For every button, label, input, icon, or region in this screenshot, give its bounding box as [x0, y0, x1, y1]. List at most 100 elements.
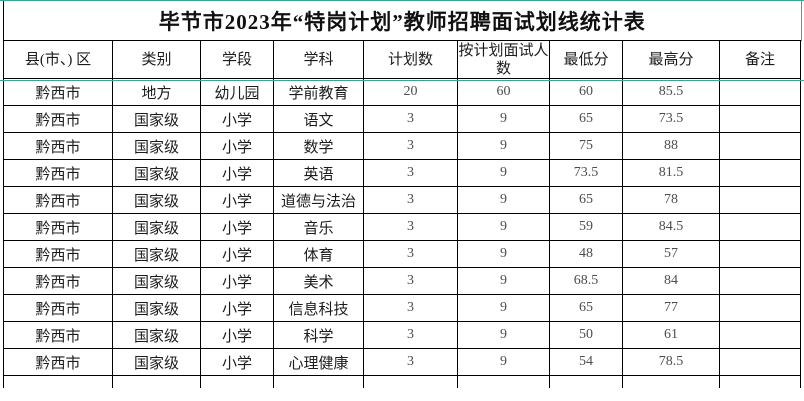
table-cell[interactable]: 黔西市: [3, 321, 113, 349]
table-cell[interactable]: 黔西市: [3, 105, 113, 133]
table-cell[interactable]: 3: [363, 186, 458, 214]
table-cell[interactable]: 国家级: [112, 213, 201, 241]
header-cell[interactable]: 按计划面试人数: [457, 40, 550, 79]
table-cell[interactable]: 学前教育: [273, 78, 364, 106]
table-cell[interactable]: 黔西市: [3, 132, 113, 160]
table-cell[interactable]: 85.5: [622, 78, 720, 106]
table-cell[interactable]: 国家级: [112, 240, 201, 268]
table-cell[interactable]: 信息科技: [273, 294, 364, 322]
table-cell[interactable]: 75: [549, 132, 623, 160]
table-cell[interactable]: [273, 375, 364, 388]
table-cell[interactable]: [457, 375, 550, 388]
table-cell[interactable]: 9: [457, 105, 550, 133]
table-cell[interactable]: 84: [622, 267, 720, 295]
table-cell[interactable]: [622, 375, 720, 388]
table-cell[interactable]: 国家级: [112, 267, 201, 295]
table-cell[interactable]: [549, 375, 623, 388]
table-cell[interactable]: 黔西市: [3, 348, 113, 376]
table-cell[interactable]: 小学: [200, 132, 274, 160]
header-cell[interactable]: 学段: [200, 40, 274, 79]
table-cell[interactable]: 小学: [200, 159, 274, 187]
header-cell[interactable]: 学科: [273, 40, 364, 79]
table-cell[interactable]: 国家级: [112, 348, 201, 376]
header-cell[interactable]: 备注: [718, 40, 802, 79]
table-cell[interactable]: 3: [363, 240, 458, 268]
table-cell[interactable]: 9: [457, 240, 550, 268]
table-cell[interactable]: 88: [622, 132, 720, 160]
table-cell[interactable]: 9: [457, 159, 550, 187]
table-cell[interactable]: 小学: [200, 267, 274, 295]
table-cell[interactable]: [718, 348, 802, 376]
table-cell[interactable]: 小学: [200, 240, 274, 268]
table-cell[interactable]: 9: [457, 267, 550, 295]
table-cell[interactable]: 73.5: [549, 159, 623, 187]
table-cell[interactable]: 9: [457, 294, 550, 322]
table-cell[interactable]: 音乐: [273, 213, 364, 241]
table-cell[interactable]: 小学: [200, 321, 274, 349]
table-cell[interactable]: 黔西市: [3, 78, 113, 106]
table-cell[interactable]: 3: [363, 105, 458, 133]
table-cell[interactable]: 3: [363, 132, 458, 160]
table-cell[interactable]: 57: [622, 240, 720, 268]
table-cell[interactable]: 国家级: [112, 159, 201, 187]
table-cell[interactable]: 59: [549, 213, 623, 241]
table-cell[interactable]: 道德与法治: [273, 186, 364, 214]
table-cell[interactable]: 78.5: [622, 348, 720, 376]
table-cell[interactable]: 3: [363, 159, 458, 187]
table-cell[interactable]: [718, 132, 802, 160]
table-cell[interactable]: 65: [549, 186, 623, 214]
table-cell[interactable]: 小学: [200, 348, 274, 376]
table-cell[interactable]: 60: [549, 78, 623, 106]
table-cell[interactable]: 数学: [273, 132, 364, 160]
table-cell[interactable]: [718, 375, 802, 388]
table-cell[interactable]: 3: [363, 213, 458, 241]
table-cell[interactable]: 语文: [273, 105, 364, 133]
table-cell[interactable]: 77: [622, 294, 720, 322]
table-cell[interactable]: 黔西市: [3, 267, 113, 295]
table-cell[interactable]: 国家级: [112, 321, 201, 349]
table-cell[interactable]: [718, 105, 802, 133]
header-cell[interactable]: 最低分: [549, 40, 623, 79]
table-cell[interactable]: [718, 240, 802, 268]
table-cell[interactable]: 84.5: [622, 213, 720, 241]
table-cell[interactable]: 61: [622, 321, 720, 349]
table-cell[interactable]: 81.5: [622, 159, 720, 187]
table-cell[interactable]: [200, 375, 274, 388]
table-cell[interactable]: 国家级: [112, 132, 201, 160]
table-cell[interactable]: [718, 267, 802, 295]
table-cell[interactable]: 小学: [200, 186, 274, 214]
header-cell[interactable]: 类别: [112, 40, 201, 79]
header-cell[interactable]: 计划数: [363, 40, 458, 79]
table-cell[interactable]: 65: [549, 105, 623, 133]
table-cell[interactable]: 60: [457, 78, 550, 106]
table-cell[interactable]: [363, 375, 458, 388]
table-cell[interactable]: 幼儿园: [200, 78, 274, 106]
table-cell[interactable]: 黔西市: [3, 186, 113, 214]
table-cell[interactable]: [718, 186, 802, 214]
table-cell[interactable]: 英语: [273, 159, 364, 187]
header-cell[interactable]: 县(市、) 区: [3, 40, 113, 79]
table-cell[interactable]: 3: [363, 294, 458, 322]
table-cell[interactable]: 65: [549, 294, 623, 322]
table-cell[interactable]: 黔西市: [3, 294, 113, 322]
table-cell[interactable]: 国家级: [112, 294, 201, 322]
table-cell[interactable]: 9: [457, 132, 550, 160]
table-cell[interactable]: 科学: [273, 321, 364, 349]
table-cell[interactable]: 国家级: [112, 105, 201, 133]
table-cell[interactable]: 48: [549, 240, 623, 268]
table-cell[interactable]: 小学: [200, 213, 274, 241]
table-cell[interactable]: [718, 78, 802, 106]
table-cell[interactable]: 20: [363, 78, 458, 106]
table-cell[interactable]: [112, 375, 201, 388]
table-cell[interactable]: 3: [363, 348, 458, 376]
table-cell[interactable]: 3: [363, 267, 458, 295]
table-cell[interactable]: 3: [363, 321, 458, 349]
table-cell[interactable]: [718, 294, 802, 322]
header-cell[interactable]: 最高分: [622, 40, 720, 79]
table-cell[interactable]: 黔西市: [3, 213, 113, 241]
table-cell[interactable]: 9: [457, 186, 550, 214]
table-cell[interactable]: [3, 375, 113, 388]
table-cell[interactable]: 73.5: [622, 105, 720, 133]
table-cell[interactable]: 美术: [273, 267, 364, 295]
table-cell[interactable]: 54: [549, 348, 623, 376]
